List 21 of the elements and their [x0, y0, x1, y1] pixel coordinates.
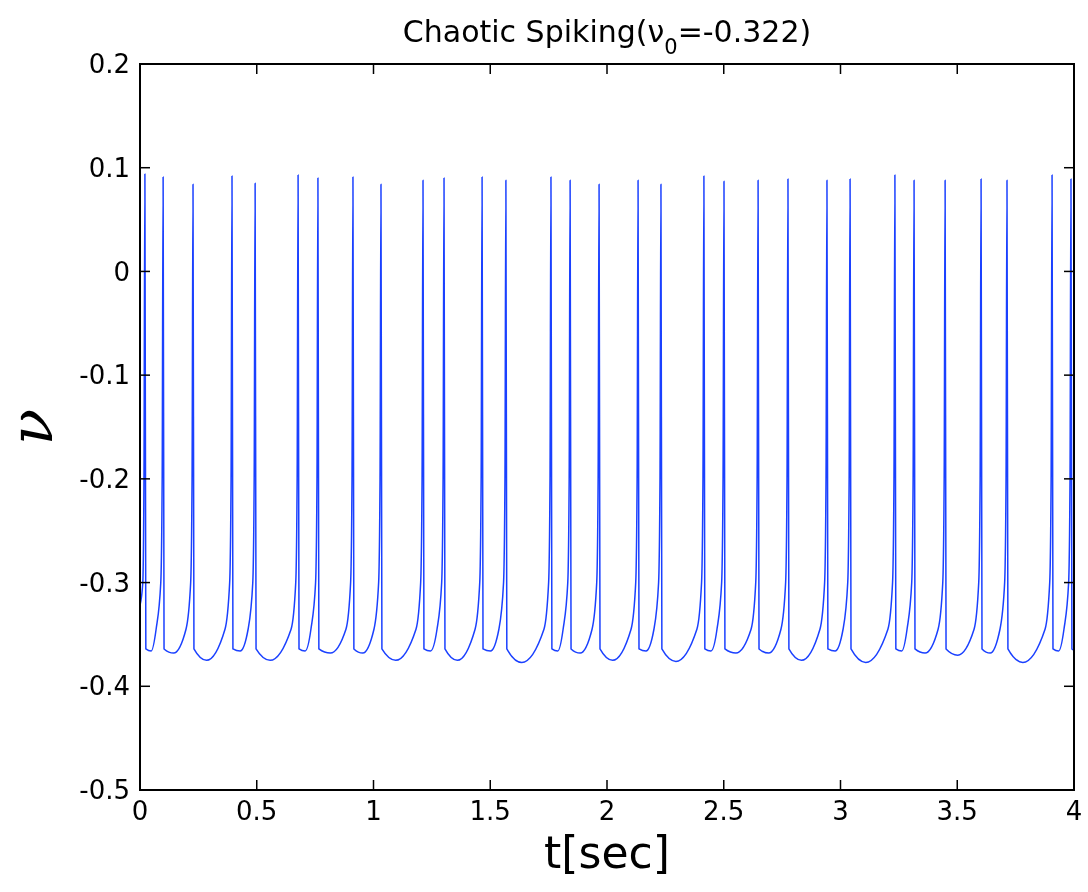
x-tick-label: 0: [131, 796, 149, 826]
x-tick-label: 1.5: [469, 796, 511, 826]
x-axis-title: t[sec]: [544, 827, 670, 878]
y-tick-label: -0.1: [79, 360, 130, 391]
y-tick-label: 0: [113, 256, 130, 287]
x-tick-label: 3.5: [936, 796, 978, 826]
chart-title: Chaotic Spiking(ν$_{0}$=-0.322): [402, 14, 812, 59]
x-tick-label: 1: [365, 796, 382, 826]
line-series: [140, 173, 1074, 664]
y-tick-label: 0.2: [88, 49, 130, 80]
y-axis-title: ν: [0, 408, 66, 446]
y-tick-label: -0.4: [79, 671, 130, 702]
x-tick-label: 4: [1065, 796, 1083, 826]
x-tick-label: 2.5: [703, 796, 745, 826]
x-tick-label: 2: [598, 796, 616, 826]
x-tick-label: 3: [832, 796, 849, 826]
y-tick-label: -0.5: [79, 775, 130, 806]
y-tick-label: 0.1: [88, 152, 130, 183]
y-tick-label: -0.3: [79, 567, 130, 598]
y-tick-label: -0.2: [79, 463, 130, 494]
x-tick-label: 0.5: [236, 796, 278, 826]
